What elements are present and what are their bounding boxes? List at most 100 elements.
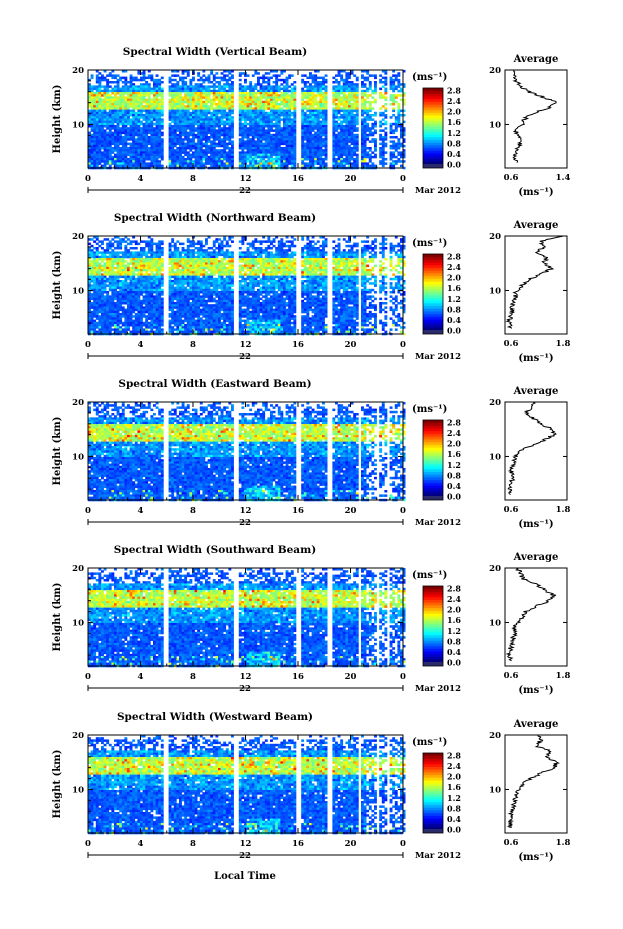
heatmap-cell — [98, 142, 102, 146]
heatmap-cell — [272, 107, 276, 110]
heatmap-cell — [251, 74, 255, 77]
heatmap-cell — [186, 127, 190, 130]
heatmap-cell — [392, 94, 396, 97]
heatmap-cell — [371, 100, 375, 104]
heatmap-cell — [384, 133, 388, 137]
heatmap-cell — [168, 155, 172, 159]
heatmap-cell — [272, 87, 276, 91]
heatmap-cell — [254, 72, 258, 75]
heatmap-cell — [202, 162, 206, 165]
heatmap-cell — [254, 147, 258, 150]
heatmap-cell — [264, 116, 268, 119]
heatmap-cell — [267, 83, 271, 86]
heatmap-cell — [124, 105, 128, 108]
heatmap-cell — [285, 140, 289, 143]
heatmap-cell — [127, 122, 130, 126]
heatmap-cell — [153, 151, 156, 154]
heatmap-cell — [101, 328, 104, 331]
heatmap-cell — [220, 155, 224, 159]
heatmap-cell — [314, 160, 318, 163]
heatmap-cell — [155, 74, 159, 77]
heatmap-cell — [95, 288, 99, 292]
heatmap-cell — [108, 100, 112, 104]
heatmap-cell — [88, 264, 91, 268]
heatmap-cell — [134, 253, 138, 257]
heatmap-cell — [257, 138, 260, 141]
heatmap-cell — [353, 127, 357, 130]
heatmap-cell — [238, 160, 242, 163]
heatmap-cell — [173, 118, 177, 121]
heatmap-cell — [142, 92, 146, 95]
heatmap-cell — [127, 264, 130, 268]
heatmap-cell — [267, 125, 271, 128]
heatmap-cell — [231, 151, 234, 154]
heatmap-cell — [194, 109, 198, 113]
heatmap-cell — [114, 162, 117, 165]
heatmap-cell — [379, 107, 383, 110]
heatmap-cell — [319, 81, 323, 84]
heatmap-cell — [254, 85, 258, 88]
heatmap-cell — [244, 94, 247, 97]
heatmap-cell — [285, 116, 289, 119]
heatmap-cell — [368, 164, 372, 168]
heatmap-cell — [93, 304, 97, 307]
heatmap-cell — [153, 103, 156, 106]
heatmap-cell — [257, 118, 260, 121]
heatmap-cell — [223, 136, 227, 139]
heatmap-cell — [353, 92, 357, 95]
heatmap-cell — [124, 317, 128, 320]
heatmap-cell — [202, 114, 206, 117]
heatmap-cell — [272, 125, 276, 128]
heatmap-cell — [355, 78, 359, 82]
heatmap-cell — [309, 72, 312, 75]
heatmap-cell — [184, 111, 188, 115]
heatmap-cell — [244, 158, 247, 161]
heatmap-cell — [173, 133, 177, 137]
heatmap-cell — [116, 317, 120, 320]
heatmap-cell — [93, 147, 97, 150]
heatmap-cell — [207, 144, 211, 148]
heatmap-cell — [147, 92, 151, 95]
heatmap-cell — [121, 144, 125, 148]
heatmap-cell — [108, 328, 112, 331]
heatmap-cell — [101, 155, 104, 159]
heatmap-cell — [210, 136, 214, 139]
heatmap-cell — [314, 87, 318, 91]
heatmap-cell — [150, 144, 154, 148]
heatmap-cell — [186, 72, 190, 75]
heatmap-cell — [332, 151, 336, 154]
heatmap-cell — [114, 107, 117, 110]
heatmap-cell — [111, 100, 115, 104]
heatmap-cell — [309, 160, 312, 163]
heatmap-cell — [114, 142, 117, 146]
heatmap-cell — [361, 164, 364, 168]
heatmap-cell — [288, 149, 292, 152]
heatmap-cell — [397, 116, 401, 119]
heatmap-cell — [176, 122, 180, 126]
heatmap-cell — [322, 114, 325, 117]
heatmap-cell — [121, 162, 125, 165]
heatmap-cell — [363, 138, 367, 141]
heatmap-cell — [270, 136, 273, 139]
heatmap-cell — [98, 258, 102, 261]
heatmap-cell — [124, 149, 128, 152]
heatmap-cell — [134, 242, 138, 246]
heatmap-cell — [158, 89, 162, 93]
heatmap-cell — [160, 142, 164, 146]
heatmap-cell — [293, 158, 297, 161]
heatmap-cell — [150, 153, 154, 157]
heatmap-cell — [192, 131, 195, 135]
heatmap-cell — [267, 78, 271, 82]
heatmap-cell — [108, 244, 112, 248]
heatmap-cell — [231, 149, 234, 152]
heatmap-cell — [283, 122, 286, 126]
heatmap-cell — [119, 326, 123, 329]
heatmap-cell — [202, 142, 206, 146]
heatmap-cell — [116, 306, 120, 309]
heatmap-cell — [176, 120, 180, 124]
heatmap-cell — [124, 326, 128, 329]
colorbar-tick-label: 2.8 — [447, 86, 461, 96]
heatmap-cell — [212, 162, 216, 165]
heatmap-cell — [171, 107, 175, 110]
heatmap-cell — [238, 140, 242, 143]
